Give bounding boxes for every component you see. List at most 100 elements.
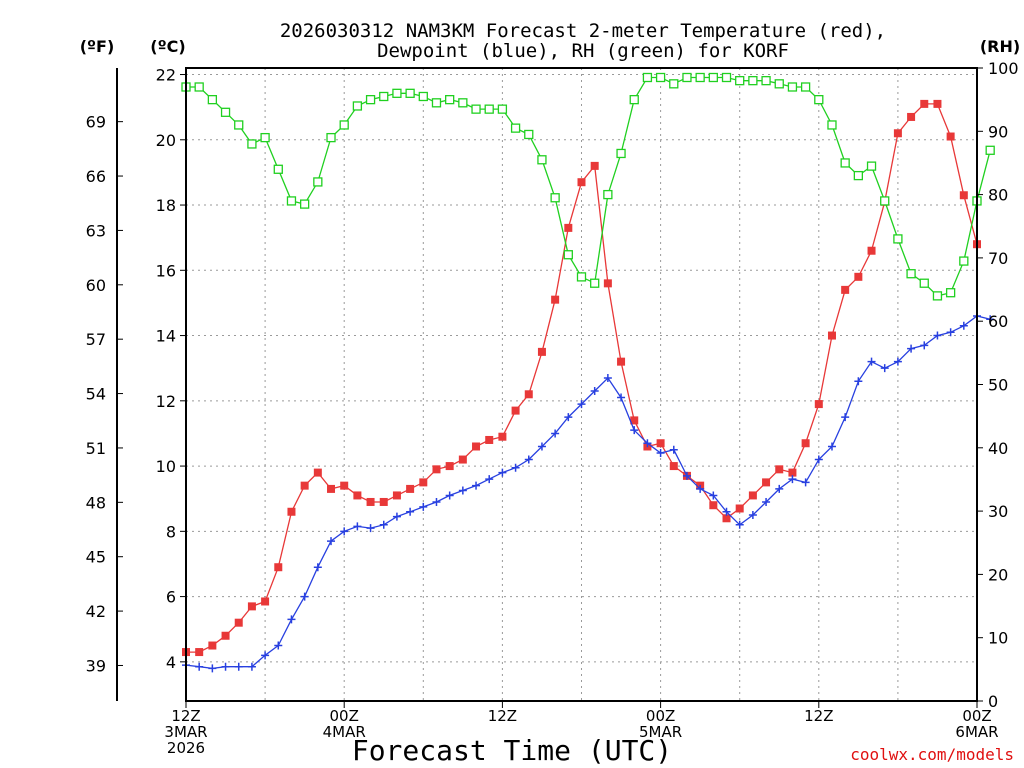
rh-tick-label: 60 [988,312,1008,331]
fahrenheit-tick-label: 57 [86,330,106,349]
x-tick-label: 5MAR [639,723,682,741]
dewpoint-point [709,491,718,500]
dewpoint-point [933,331,942,340]
temperature-point [893,129,902,138]
dewpoint-point [340,527,349,536]
dewpoint-point [458,486,467,495]
dewpoint-point [274,641,283,650]
dewpoint-point [511,463,520,472]
temperature-point [775,465,784,474]
site-credit: coolwx.com/models [850,745,1014,764]
rh-point [379,91,389,102]
temperature-point [630,416,639,425]
rh-point [576,272,587,282]
rh-point [405,88,415,98]
fahrenheit-tick-label: 60 [86,276,106,295]
rh-point [563,250,573,260]
dewpoint-point [445,491,454,500]
rh-point [590,278,600,288]
rh-tick-label: 100 [988,59,1019,78]
temperature-point [234,618,243,627]
fahrenheit-tick-label: 51 [86,439,106,458]
rh-point [234,120,244,130]
celsius-tick-label: 8 [166,522,176,541]
dewpoint-point [946,328,955,337]
temperature-point [603,279,612,288]
rh-point [629,95,639,105]
temperature-point [564,223,573,232]
rh-point [194,82,204,92]
rh-point [853,170,863,181]
rh-point [471,104,481,114]
chart-title-line-1: 2026030312 NAM3KM Forecast 2-meter Tempe… [280,20,886,42]
rh-tick-label: 50 [988,376,1008,395]
temperature-point [195,648,204,657]
temperature-point [617,357,626,366]
dewpoint-point [669,445,678,454]
rh-point [273,164,283,174]
temperature-point [537,347,546,356]
rh-point [748,76,758,86]
rh-point [458,98,468,108]
dewpoint-point [234,662,243,671]
celsius-tick-label: 20 [156,131,176,150]
dewpoint-point [406,507,415,516]
rh-point [893,234,903,244]
dewpoint-point [603,373,612,382]
temperature-point [300,481,309,490]
dewpoint-point [564,413,573,422]
temperature-point [511,406,520,415]
rh-point [247,139,257,149]
rh-tick-label: 0 [988,692,998,711]
fahrenheit-tick-label: 54 [86,385,106,404]
temperature-point [801,439,810,448]
temperature-point [841,285,850,294]
axes [116,67,983,708]
rh-axis-label: (RH) [980,37,1020,56]
dewpoint-point [300,592,309,601]
rh-point [299,199,310,209]
rh-point [655,72,666,83]
temperature-point [920,99,929,108]
temperature-point [247,602,256,611]
dewpoint-point [537,442,546,451]
celsius-tick-label: 18 [156,196,176,215]
dewpoint-point [472,481,481,490]
temperature-point [274,563,283,572]
rh-point [721,72,732,83]
celsius-tick-label: 6 [166,588,176,607]
celsius-tick-label: 12 [156,392,176,411]
rh-point [827,120,837,130]
dewpoint-point [907,344,916,353]
temperature-point [854,272,863,281]
rh-point [603,189,613,200]
rh-point [932,291,943,301]
temperature-point [366,497,375,506]
chart-title-line-2: Dewpoint (blue), RH (green) for KORF [377,40,789,62]
rh-point [774,79,784,89]
celsius-tick-label: 4 [166,653,176,672]
dewpoint-point [419,502,428,511]
celsius-tick-label: 16 [156,261,176,280]
x-axis-title: Forecast Time (UTC) [352,734,672,767]
dewpoint-point [392,512,401,521]
dewpoint-point [353,522,362,531]
temperature-point [933,99,942,108]
rh-point [524,129,534,140]
x-tick-label: 3MAR [164,723,207,741]
dewpoint-point [801,478,810,487]
rh-point [906,269,916,279]
rh-point [339,120,349,130]
dewpoint-point [208,664,217,673]
rh-point [497,104,508,114]
celsius-axis-label: (ºC) [150,37,185,56]
rh-point [352,101,363,111]
dewpoint-point [379,520,388,529]
temperature-point [485,435,494,444]
temperature-point [419,478,428,487]
rh-point [510,123,521,133]
temperature-point [353,491,362,500]
dewpoint-point [735,520,744,529]
fahrenheit-tick-label: 45 [86,548,106,567]
temperature-point [551,295,560,304]
